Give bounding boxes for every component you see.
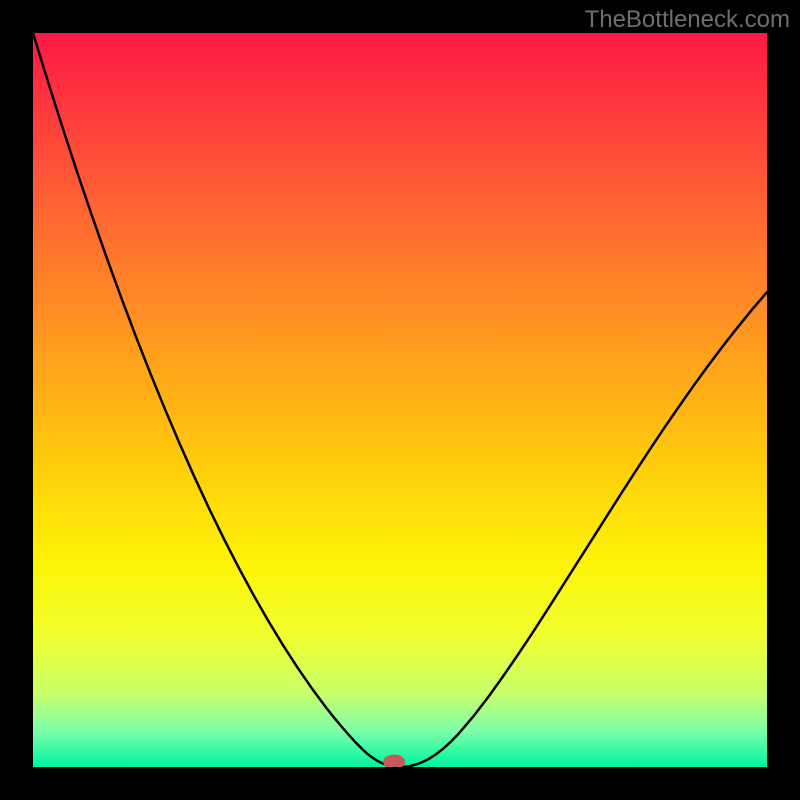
- gradient-background: [33, 33, 767, 767]
- plot-area: [33, 33, 767, 767]
- watermark-text: TheBottleneck.com: [585, 6, 790, 34]
- chart-container: TheBottleneck.com: [0, 0, 800, 800]
- chart-svg: [33, 33, 767, 767]
